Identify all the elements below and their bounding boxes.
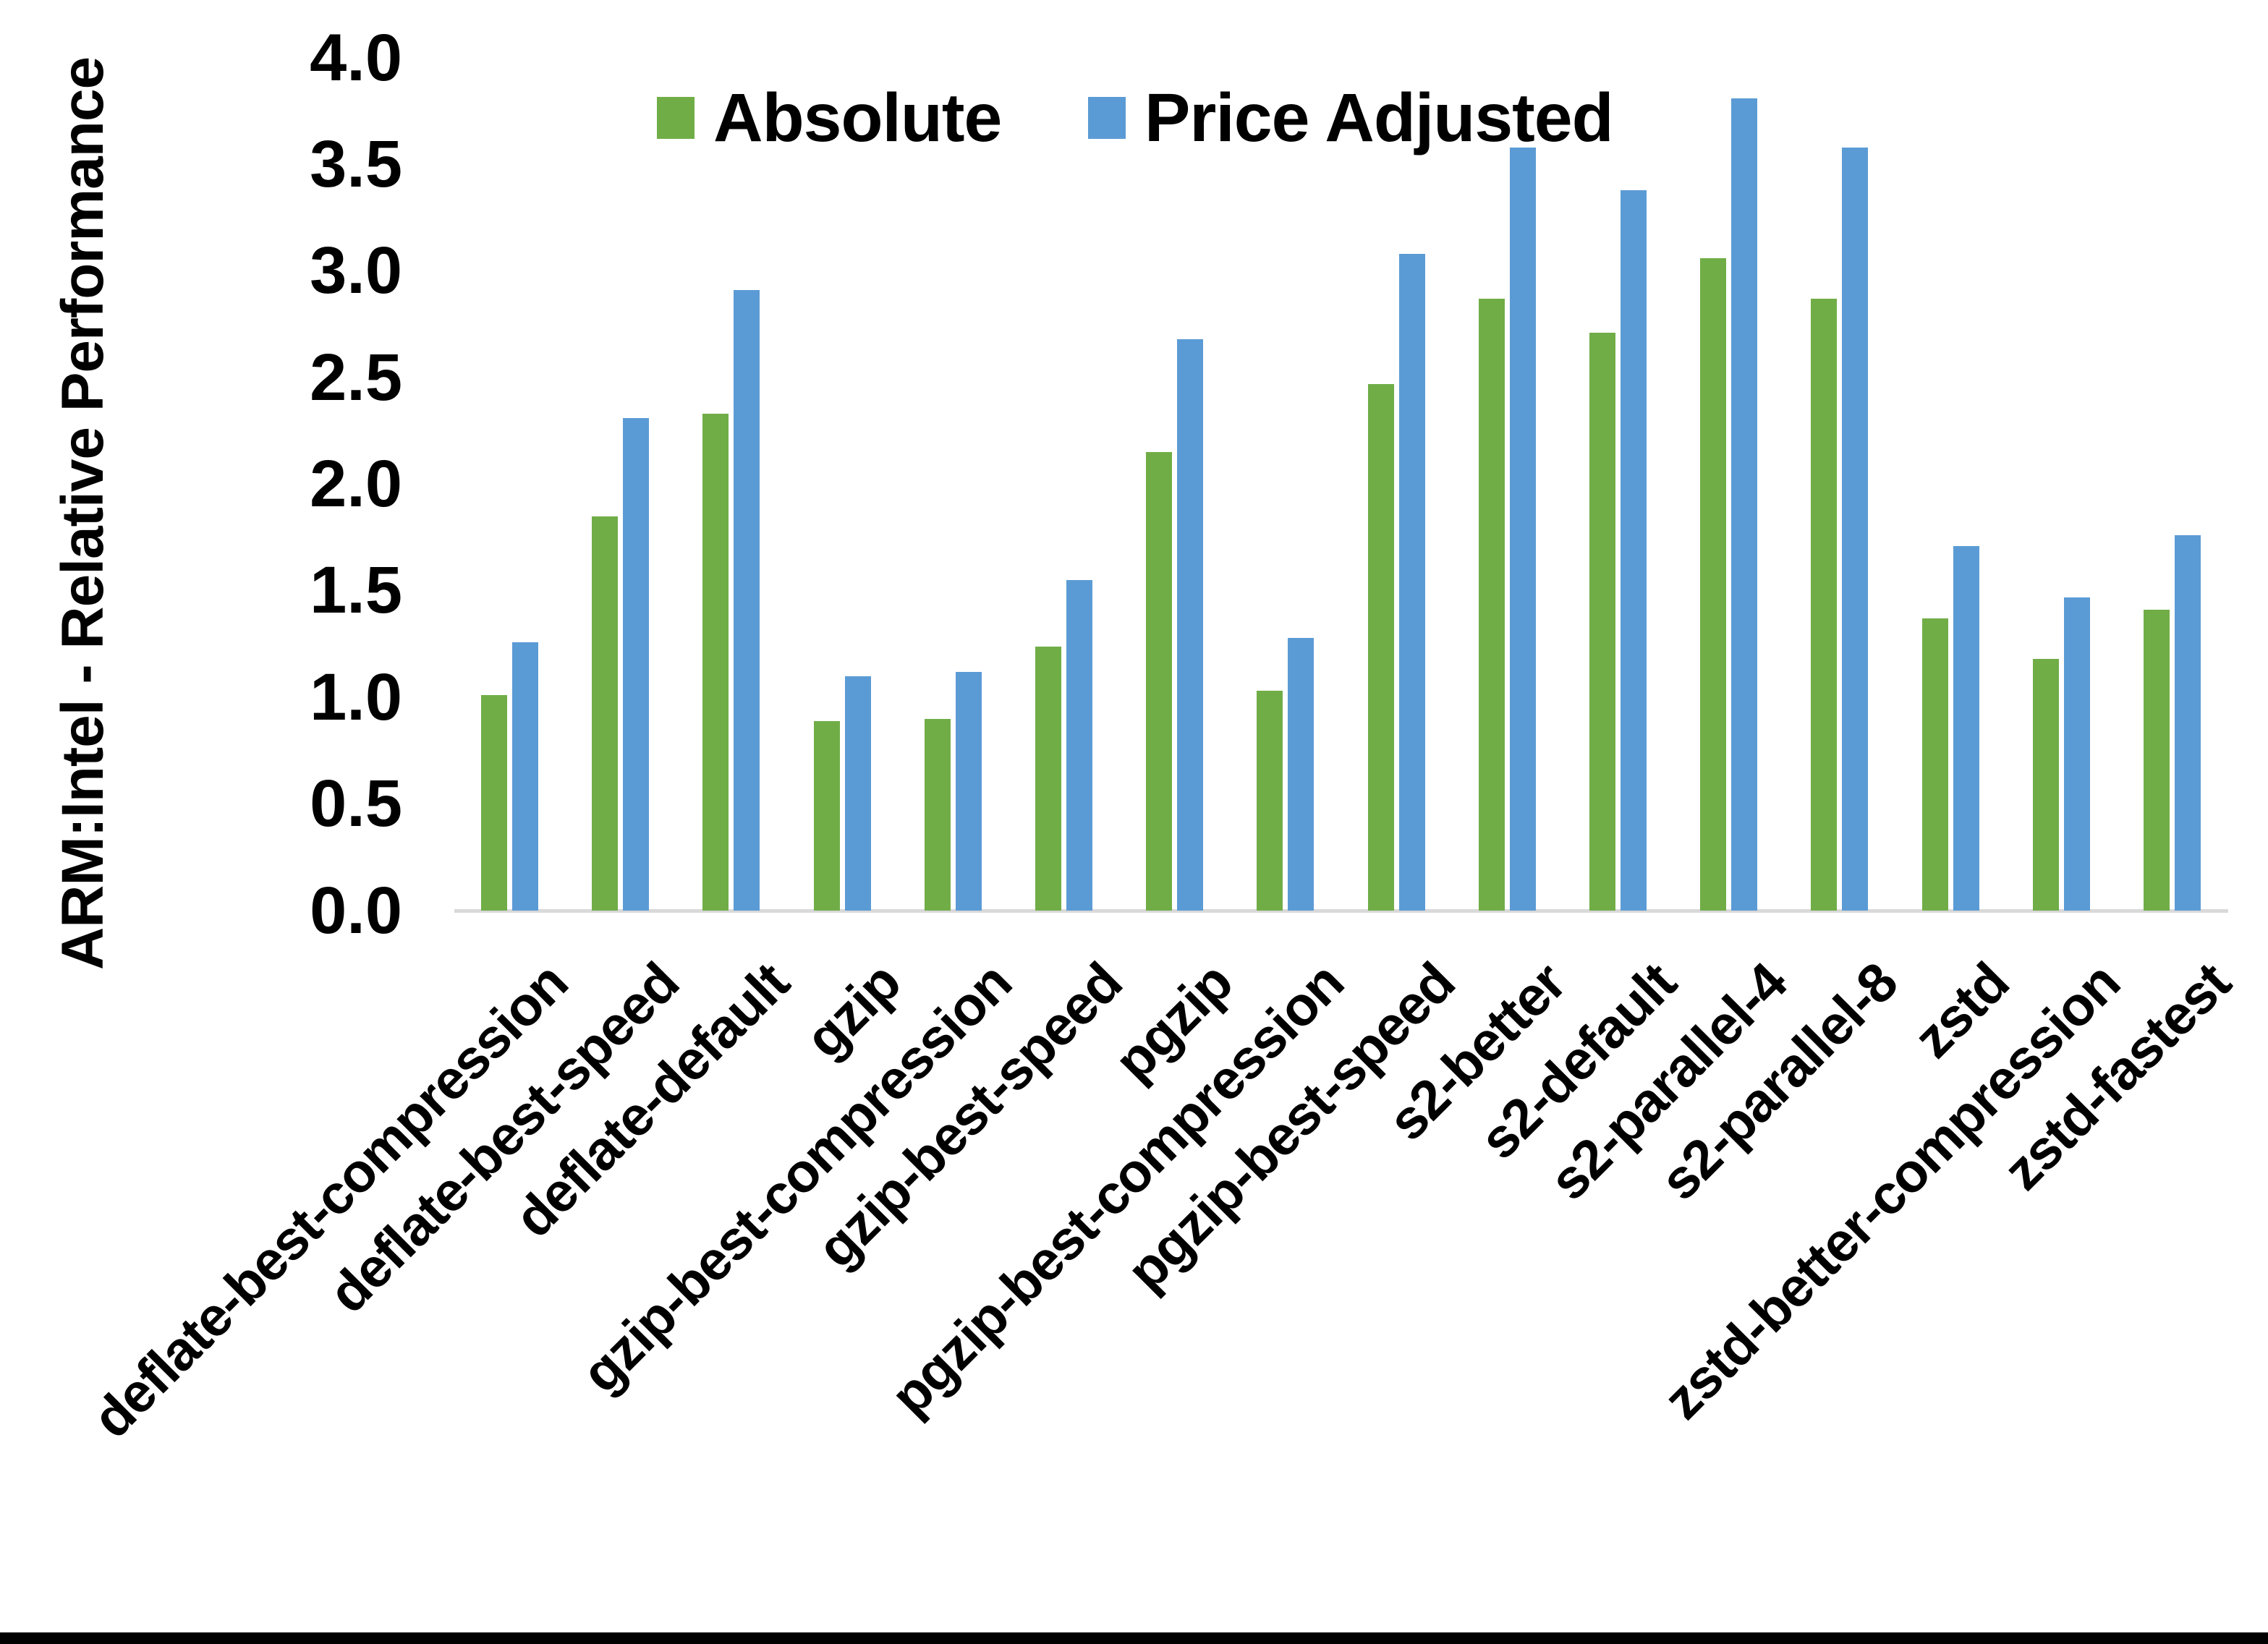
bar-price-adjusted xyxy=(1177,339,1203,911)
y-axis-tick-label: 3.5 xyxy=(310,127,402,201)
bar-absolute xyxy=(1922,618,1948,911)
y-axis-tick-label: 2.5 xyxy=(310,340,402,414)
legend-swatch-absolute-icon xyxy=(657,97,695,139)
bar-price-adjusted xyxy=(1953,546,1979,911)
bar-absolute xyxy=(702,414,729,911)
y-axis-tick-label: 1.5 xyxy=(310,553,402,628)
bar-absolute xyxy=(592,516,618,911)
bottom-border-bar xyxy=(0,1632,2268,1644)
bar-absolute xyxy=(2033,659,2059,911)
bar-price-adjusted xyxy=(1842,148,1868,911)
legend-item-absolute: Absolute xyxy=(657,80,1002,156)
bar-price-adjusted xyxy=(1399,254,1425,911)
bar-absolute xyxy=(1589,333,1615,911)
bar-absolute xyxy=(814,721,840,911)
bar-absolute xyxy=(1811,299,1837,911)
bar-price-adjusted xyxy=(2064,597,2090,911)
y-axis-tick-label: 0.5 xyxy=(310,767,402,841)
bar-absolute xyxy=(925,719,951,911)
bar-absolute xyxy=(2144,610,2170,911)
y-axis-tick-label: 4.0 xyxy=(310,20,402,95)
bar-price-adjusted xyxy=(845,676,871,911)
y-axis-tick-label: 2.0 xyxy=(310,447,402,521)
legend-item-price-adjusted: Price Adjusted xyxy=(1088,80,1614,156)
legend-label-absolute: Absolute xyxy=(713,79,1002,156)
x-axis-line xyxy=(454,909,2228,913)
bar-price-adjusted xyxy=(1510,148,1536,911)
bar-price-adjusted xyxy=(734,290,760,911)
bar-price-adjusted xyxy=(1066,580,1092,911)
bar-absolute xyxy=(1146,452,1172,911)
legend-label-price-adjusted: Price Adjusted xyxy=(1144,79,1614,156)
bar-price-adjusted xyxy=(1288,638,1314,911)
bar-absolute xyxy=(1368,384,1394,911)
y-axis-tick-label: 3.0 xyxy=(310,234,402,308)
bar-absolute xyxy=(1257,691,1283,911)
bar-price-adjusted xyxy=(2175,535,2201,911)
y-axis-tick-label: 1.0 xyxy=(310,660,402,734)
x-axis-category-label: deflate-best-compression xyxy=(81,951,579,1450)
bar-absolute xyxy=(1479,299,1505,911)
bar-price-adjusted xyxy=(956,672,982,911)
y-axis-tick-label: 0.0 xyxy=(310,873,402,947)
bar-absolute xyxy=(1035,647,1061,911)
legend-swatch-price-adjusted-icon xyxy=(1088,97,1126,139)
bar-price-adjusted xyxy=(512,642,538,911)
bar-price-adjusted xyxy=(1621,190,1647,911)
bar-price-adjusted xyxy=(623,418,649,911)
bar-absolute xyxy=(1700,258,1726,911)
bar-price-adjusted xyxy=(1731,98,1757,911)
bar-absolute xyxy=(481,695,507,911)
